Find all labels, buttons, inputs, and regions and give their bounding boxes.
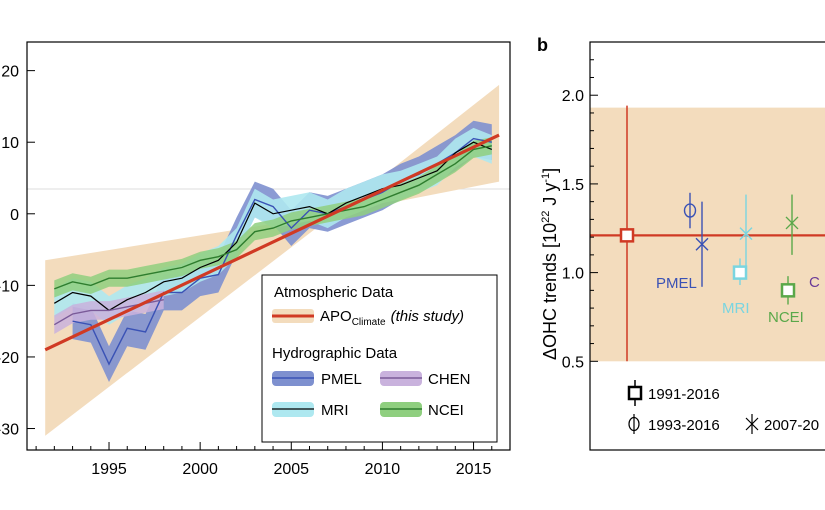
legend-atmos-title: Atmospheric Data [274,284,394,301]
b-y-tick-label-1: 1.0 [562,266,584,283]
x-tick-label-2000: 2000 [182,461,218,478]
b-y-tick-label-2: 2.0 [562,88,584,105]
x-tick-label-2005: 2005 [273,461,309,478]
y-tick-label-10: 10 [1,135,19,152]
panel-b-plot [590,105,825,362]
panel-b-frame [589,41,825,451]
label-chen-partial: C [809,274,820,291]
y-tick-label-20: 20 [1,64,19,81]
panel-b-axes: 0.5 1.0 1.5 2.0 [562,59,598,371]
label-mri: MRI [722,300,750,317]
marker-pmel-1993-2016 [683,203,697,218]
panel-a-frame [26,41,511,451]
y-tick-label-0: 0 [10,207,19,224]
marker-pmel-2007-2016 [695,237,709,251]
legend-chen-label: CHEN [428,371,471,388]
legend-ncei-label: NCEI [428,402,464,419]
panel-b-label: b [537,35,548,55]
panel-b-period-legend: 1991-2016 1993-2016 2007-20 [627,380,819,434]
y-tick-label--30: -30 [0,422,19,439]
b-y-tick-label-0.5: 0.5 [562,354,584,371]
x-tick-label-2015: 2015 [456,461,492,478]
panel-a-plot [44,84,500,436]
panel-b: b 0.51.01.52.0 ΔOHC trends [1022 J y-1] … [537,35,825,451]
legend-cross-marker [745,417,759,431]
legend-apo-label: APOClimate (this study) [320,308,464,328]
legend-period-1: 1991-2016 [648,386,720,403]
legend-period-3: 2007-20 [764,417,819,434]
b-y-tick-label-1.5: 1.5 [562,177,584,194]
series-line-mri [53,141,493,312]
panel-a-legend: Atmospheric Data APOClimate (this study) … [261,274,498,443]
legend-square-marker [627,385,643,401]
legend-pmel-label: PMEL [321,371,362,388]
legend-period-2: 1993-2016 [648,417,720,434]
legend-circle-marker [628,416,640,432]
y-tick-label--10: -10 [0,278,19,295]
marker-ncei-2007-2016 [785,216,799,230]
x-tick-label-1995: 1995 [91,461,127,478]
apo-trend-line [44,133,500,352]
x-tick-label-2010: 2010 [365,461,401,478]
apo-uncertainty-band [45,84,500,436]
label-ncei: NCEI [768,309,804,326]
legend-mri-label: MRI [321,402,349,419]
series-band-ncei [54,137,492,298]
series-line-ncei [54,145,492,290]
apo-trend-marker [619,228,635,243]
marker-ncei-1991-2016 [780,283,796,298]
marker-mri-1991-2016 [732,265,748,280]
label-pmel: PMEL [656,275,697,292]
panel-b-ylabel: ΔOHC trends [1022 J y-1] [540,168,560,360]
y-tick-label--20: -20 [0,350,19,367]
marker-mri-2007-2016 [739,227,753,241]
series-band-chen [54,290,164,334]
legend-hydro-title: Hydrographic Data [272,345,398,362]
